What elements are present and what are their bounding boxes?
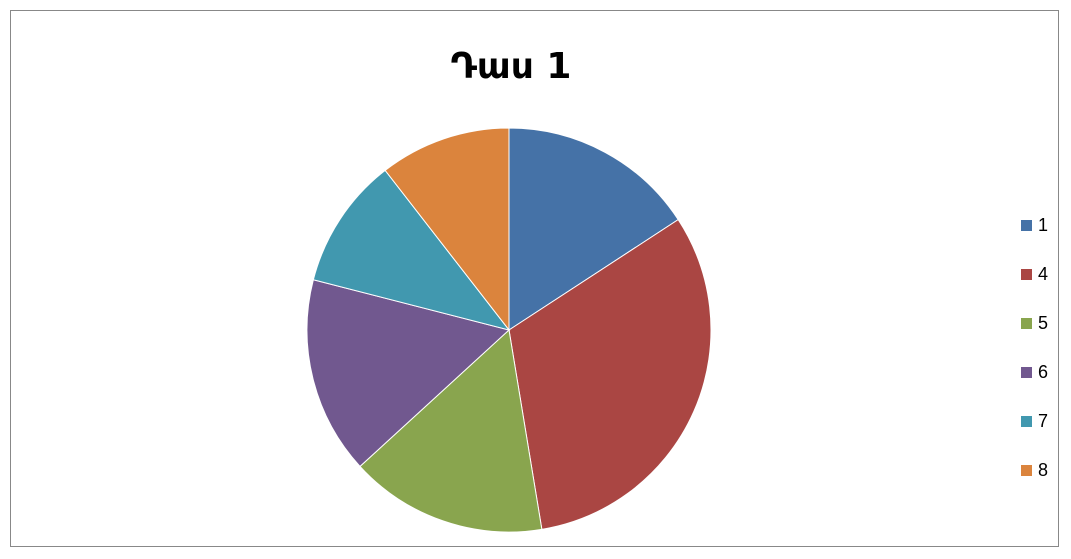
pie-slice-6 [306,279,511,468]
legend-swatch [1021,367,1032,378]
chart-title: Դաս 1 [450,46,572,87]
pie-slice-1 [508,127,679,331]
legend-swatch [1021,416,1032,427]
legend-label: 6 [1038,362,1049,382]
legend-swatch [1021,318,1032,329]
legend-label: 1 [1038,215,1049,235]
legend-label: 5 [1038,313,1049,333]
legend-item-1: 1 [1021,201,1048,250]
chart-area: Դաս 1 1 4 5 6 7 8 [10,10,1059,547]
pie-slice-4 [508,218,712,530]
pie-slice-8 [384,127,510,332]
legend-label: 4 [1038,264,1049,284]
legend-item-7: 7 [1021,397,1048,446]
legend-label: 8 [1038,460,1049,480]
pie-slice-5 [359,329,543,533]
legend-swatch [1021,269,1032,280]
pie-slice-7 [312,169,511,331]
legend-item-5: 5 [1021,299,1048,348]
legend-label: 7 [1038,411,1049,431]
legend-swatch [1021,220,1032,231]
legend-swatch [1021,465,1032,476]
legend-item-4: 4 [1021,250,1048,299]
chart-legend: 1 4 5 6 7 8 [1021,201,1048,495]
pie-chart [306,127,712,533]
legend-item-8: 8 [1021,446,1048,495]
legend-item-6: 6 [1021,348,1048,397]
